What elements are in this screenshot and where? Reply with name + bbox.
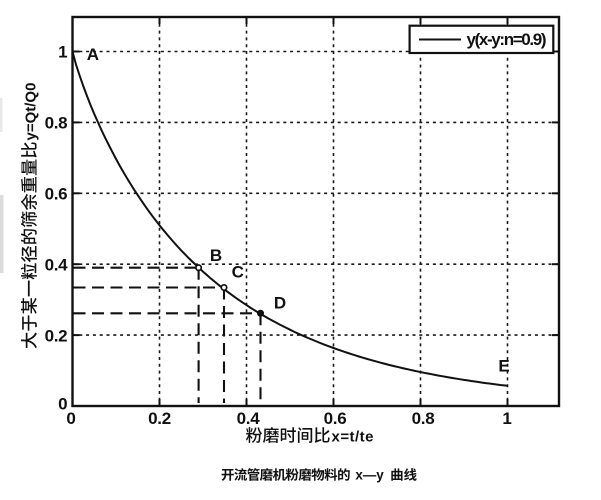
svg-text:x—y: x—y — [355, 468, 384, 483]
svg-text:1: 1 — [58, 43, 67, 62]
svg-text:D: D — [274, 293, 286, 312]
svg-text:0.2: 0.2 — [45, 326, 68, 345]
svg-text:0.4: 0.4 — [237, 409, 261, 428]
svg-text:x=t/te: x=t/te — [332, 429, 374, 446]
svg-text:0.6: 0.6 — [45, 185, 68, 204]
svg-text:0.2: 0.2 — [148, 409, 171, 428]
svg-text:C: C — [232, 263, 244, 282]
svg-text:0: 0 — [66, 409, 75, 428]
svg-text:0.8: 0.8 — [45, 114, 68, 133]
svg-text:A: A — [87, 45, 99, 64]
svg-text:0: 0 — [58, 395, 67, 414]
svg-text:0.8: 0.8 — [412, 409, 435, 428]
svg-text:1: 1 — [502, 409, 511, 428]
svg-text:0.6: 0.6 — [324, 409, 347, 428]
svg-text:0.4: 0.4 — [45, 255, 69, 274]
svg-text:y=Qt/Q0: y=Qt/Q0 — [23, 83, 40, 141]
svg-text:B: B — [210, 246, 222, 265]
svg-text:y(x-y:n=0.9): y(x-y:n=0.9) — [467, 30, 547, 49]
svg-text:E: E — [498, 356, 509, 375]
